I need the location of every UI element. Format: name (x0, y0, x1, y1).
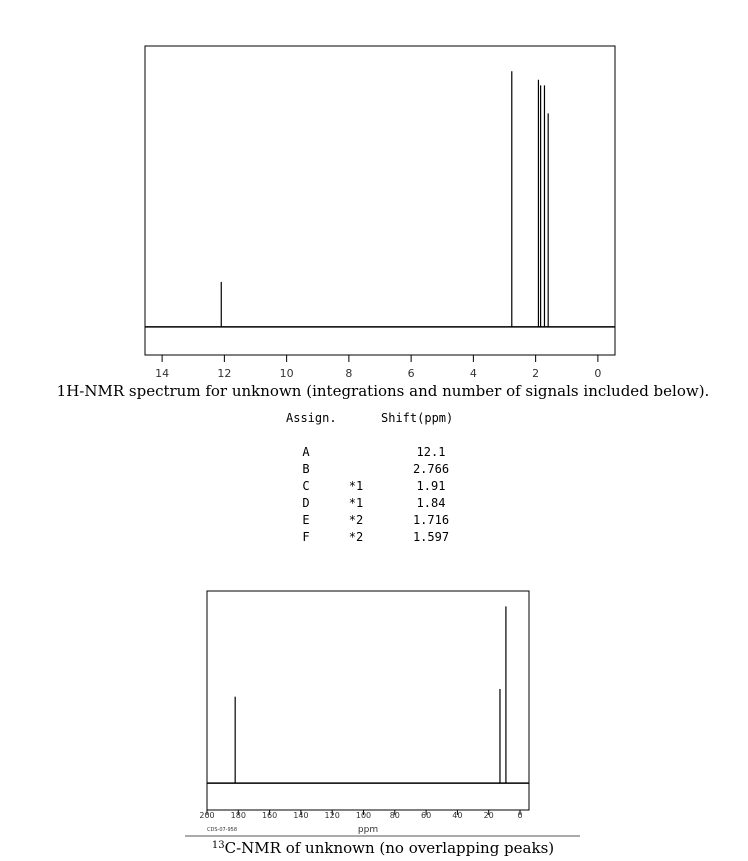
superscript: 13 (212, 840, 225, 851)
x-tick-label: 12 (217, 367, 231, 380)
x-tick-label: 140 (293, 811, 308, 820)
x-tick-label: 10 (280, 367, 294, 380)
note-cell: *1 (349, 479, 363, 493)
note-cell: *2 (349, 513, 363, 527)
shift-cell: 12.1 (417, 445, 446, 459)
x-tick-label: 8 (345, 367, 352, 380)
x-tick-label: 180 (231, 811, 246, 820)
plot-frame (144, 45, 616, 356)
x-tick-label: 80 (390, 811, 400, 820)
x-tick-label: 20 (484, 811, 494, 820)
x-tick-label: 200 (199, 811, 214, 820)
assign-cell: A (302, 445, 310, 459)
x-tick-label: 14 (155, 367, 169, 380)
assign-cell: F (302, 530, 309, 544)
x-tick-label: 2 (532, 367, 539, 380)
assign-cell: D (302, 496, 309, 510)
x-tick-label: 100 (356, 811, 371, 820)
table-header: Assign. (286, 411, 337, 425)
caption: 13C-NMR of unknown (no overlapping peaks… (212, 839, 554, 857)
spectrum-code: CDS-07-958 (207, 827, 237, 833)
assign-cell: B (302, 462, 309, 476)
assign-cell: E (302, 513, 309, 527)
x-tick-label: 120 (325, 811, 340, 820)
x-tick-label: 160 (262, 811, 277, 820)
x-tick-label: 60 (421, 811, 431, 820)
shift-cell: 1.597 (413, 530, 449, 544)
shift-cell: 1.84 (417, 496, 446, 510)
x-tick-label: 0 (594, 367, 601, 380)
caption-text: C-NMR of unknown (no overlapping peaks) (225, 839, 555, 857)
x-tick-label: 0 (517, 811, 522, 820)
assign-cell: C (302, 479, 309, 493)
x-tick-label: 4 (470, 367, 477, 380)
x-tick-label: 6 (408, 367, 415, 380)
x-axis-label: ppm (358, 825, 378, 835)
shift-cell: 2.766 (413, 462, 449, 476)
caption: 1H-NMR spectrum for unknown (integration… (57, 382, 710, 400)
note-cell: *1 (349, 496, 363, 510)
note-cell: *2 (349, 530, 363, 544)
shift-cell: 1.91 (417, 479, 446, 493)
x-tick-label: 40 (452, 811, 462, 820)
shift-cell: 1.716 (413, 513, 449, 527)
table-header: Shift(ppm) (381, 411, 453, 425)
plot-frame (206, 590, 530, 811)
